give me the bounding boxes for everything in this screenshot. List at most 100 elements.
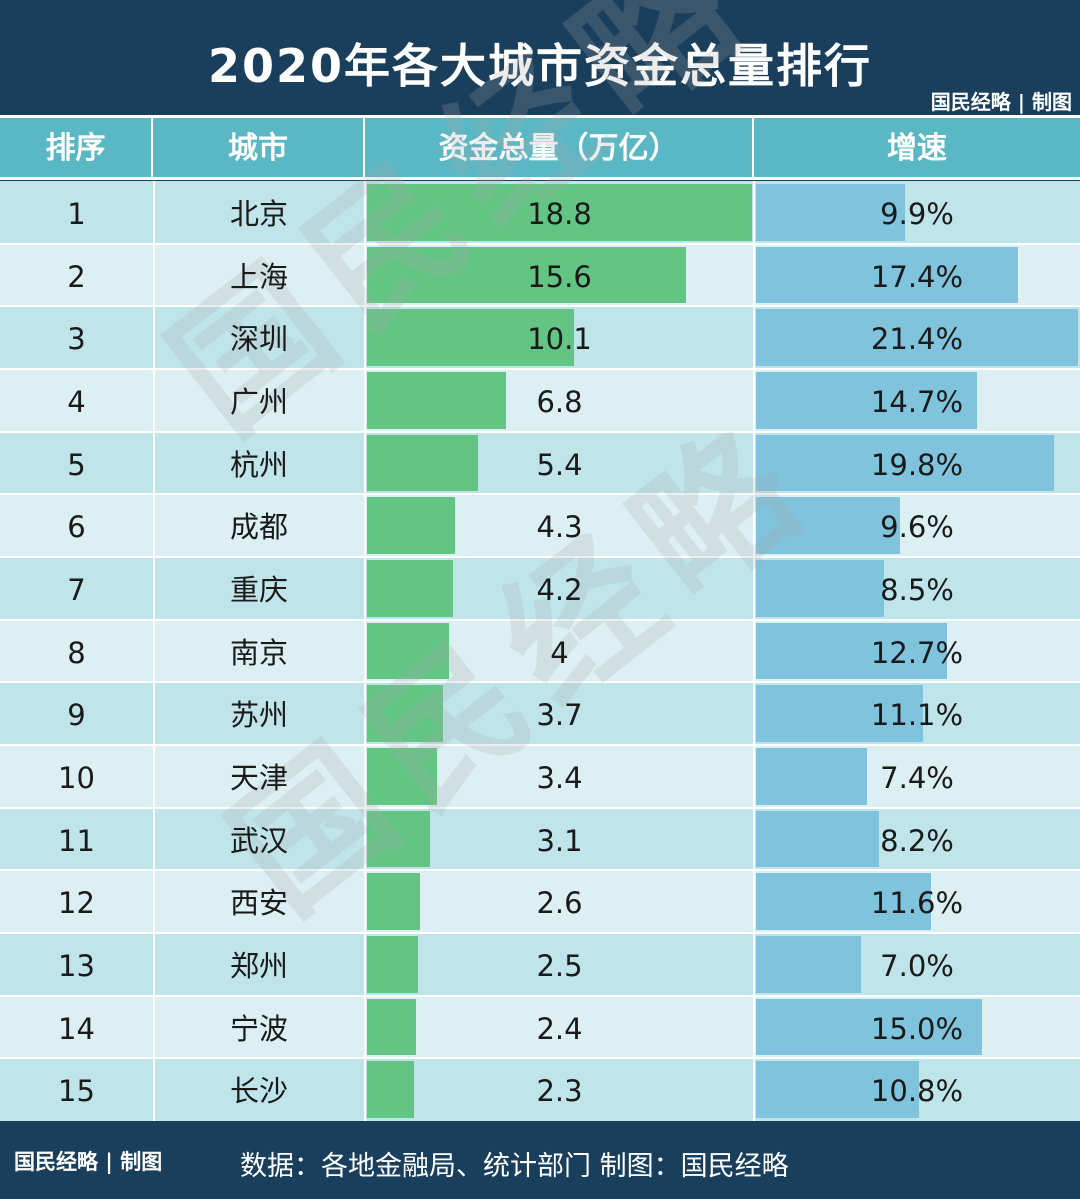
column-divider (153, 181, 155, 1121)
growth-bar (756, 434, 1054, 492)
rank-cell: 4 (67, 385, 86, 419)
city-cell: 上海 (229, 259, 288, 294)
growth-bar (756, 372, 978, 429)
growth-bar (756, 873, 931, 930)
growth-label: 8.5% (880, 573, 954, 607)
growth-label: 7.4% (880, 761, 954, 795)
growth-label: 17.4% (870, 259, 964, 294)
funds-bar (367, 748, 437, 805)
rank-cell: 3 (67, 322, 86, 357)
growth-label: 9.9% (880, 197, 954, 231)
rank-cell: 10 (58, 761, 95, 795)
funds-bar (367, 873, 421, 930)
row-divider (0, 368, 1080, 370)
growth-label: 11.6% (870, 886, 964, 921)
city-cell: 苏州 (229, 698, 288, 733)
table-row: 5 杭州 5.4 19.8% (0, 431, 1080, 495)
table-row: 8 南京 4 12.7% (0, 619, 1080, 683)
funds-bar (367, 184, 752, 241)
city-cell: 郑州 (229, 949, 288, 983)
funds-label: 4 (550, 635, 569, 670)
growth-label: 11.1% (870, 698, 964, 733)
rank-cell: 2 (67, 259, 86, 294)
table-row: 15 长沙 2.3 10.8% (0, 1058, 1080, 1121)
city-cell: 西安 (229, 886, 288, 921)
footer: 国民经略 | 制图 数据：各地金融局、统计部门 制图：国民经略 (0, 1122, 1080, 1199)
table-row: 11 武汉 3.1 8.2% (0, 807, 1080, 871)
funds-bar (367, 1061, 415, 1118)
table-row: 6 成都 4.3 9.6% (0, 494, 1080, 557)
rank-cell: 12 (58, 886, 95, 921)
row-divider (0, 556, 1080, 558)
rank-cell: 11 (58, 823, 95, 858)
header-rank: 排序 (0, 118, 153, 177)
funds-label: 5.4 (536, 447, 583, 482)
header-growth: 增速 (887, 131, 947, 166)
funds-label: 10.1 (527, 322, 592, 357)
header-funds: 资金总量（万亿） (365, 118, 754, 177)
growth-bar (756, 810, 880, 868)
table-row: 14 宁波 2.4 15.0% (0, 995, 1080, 1059)
title-bar: 2020年各大城市资金总量排行 国民经略 | 制图 (0, 0, 1080, 118)
column-divider (753, 181, 755, 1121)
growth-label: 21.4% (870, 322, 964, 357)
funds-bar (367, 998, 417, 1056)
funds-label: 6.8 (536, 385, 583, 419)
city-cell: 南京 (229, 635, 288, 670)
funds-label: 3.1 (536, 823, 583, 858)
table-row: 4 广州 6.8 14.7% (0, 369, 1080, 432)
growth-label: 8.2% (880, 823, 954, 858)
city-cell: 广州 (229, 385, 288, 419)
growth-bar (756, 998, 982, 1056)
row-divider (0, 305, 1080, 308)
rank-cell: 7 (67, 573, 86, 607)
funds-bar (367, 497, 456, 554)
funds-bar (367, 810, 431, 868)
rank-cell: 8 (67, 635, 86, 670)
funds-label: 18.8 (527, 197, 592, 231)
funds-label: 4.2 (536, 573, 583, 607)
funds-bar (367, 622, 449, 680)
rank-cell: 9 (67, 698, 86, 733)
growth-bar (756, 622, 948, 680)
funds-label: 4.3 (536, 510, 583, 545)
funds-bar (367, 246, 687, 304)
funds-bar (367, 372, 507, 429)
row-divider (0, 932, 1080, 934)
growth-label: 14.7% (870, 385, 964, 419)
growth-label: 10.8% (870, 1074, 964, 1109)
funds-label: 2.3 (536, 1074, 583, 1109)
city-cell: 深圳 (229, 322, 288, 357)
credit-logo-bottom: 国民经略 | 制图 (14, 1149, 163, 1174)
funds-bar (367, 560, 453, 617)
city-cell: 武汉 (229, 823, 288, 858)
row-divider (0, 744, 1080, 746)
funds-bar (367, 434, 478, 492)
funds-label: 2.4 (536, 1011, 583, 1046)
growth-bar (756, 1061, 919, 1118)
growth-label: 12.7% (870, 635, 964, 670)
funds-label: 3.7 (536, 698, 583, 733)
table-row: 2 上海 15.6 17.4% (0, 243, 1080, 307)
rank-cell: 13 (58, 949, 95, 983)
city-cell: 长沙 (229, 1074, 288, 1109)
column-divider (364, 181, 366, 1121)
growth-bar (756, 560, 884, 617)
table-row: 1 北京 18.8 9.9% (0, 181, 1080, 244)
growth-label: 9.6% (880, 510, 954, 545)
credit-logo-top: 国民经略 | 制图 (930, 90, 1072, 114)
growth-bar (756, 748, 868, 805)
table-row: 9 苏州 3.7 11.1% (0, 682, 1080, 745)
growth-label: 19.8% (870, 447, 964, 482)
table-row: 12 西安 2.6 11.6% (0, 870, 1080, 933)
city-cell: 成都 (229, 510, 288, 545)
growth-bar (756, 184, 905, 241)
funds-label: 3.4 (536, 761, 583, 795)
source-note: 数据：各地金融局、统计部门 制图：国民经略 (240, 1151, 789, 1182)
growth-bar (756, 936, 862, 993)
row-divider (0, 806, 1080, 809)
rank-cell: 1 (67, 197, 86, 231)
table-body: 1 北京 18.8 9.9% 2 上海 15.6 17.4% 3 深圳 10.1 21.4% 4 广州 6.… (0, 0, 1080, 1121)
funds-bar (367, 936, 419, 993)
chart-title: 2020年各大城市资金总量排行 (207, 39, 873, 93)
